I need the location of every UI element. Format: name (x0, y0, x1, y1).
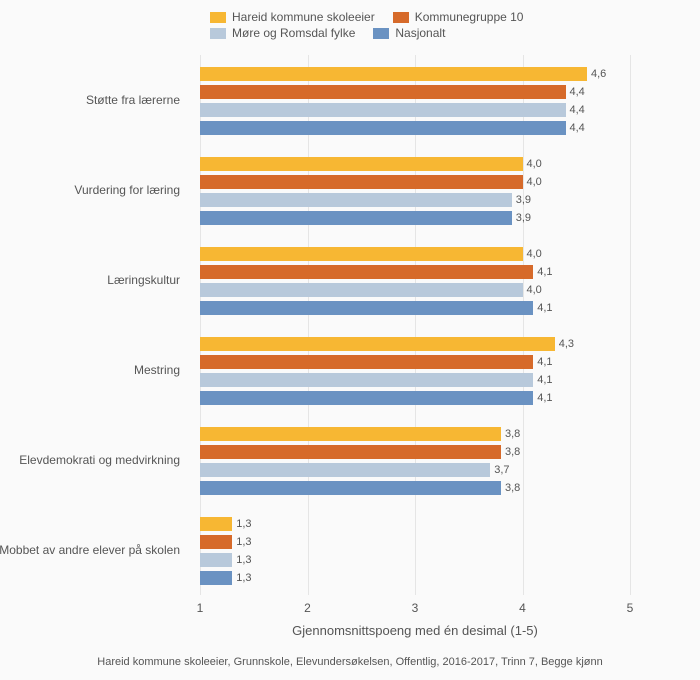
bar-value-label: 4,4 (566, 86, 585, 98)
bar-value-label: 1,3 (232, 554, 251, 566)
category-label: Læringskultur (0, 273, 190, 287)
bar: 3,8 (200, 427, 501, 441)
bar-value-label: 4,3 (555, 338, 574, 350)
bar: 4,0 (200, 283, 523, 297)
bar: 3,7 (200, 463, 490, 477)
bar-value-label: 4,1 (533, 392, 552, 404)
bar-value-label: 4,1 (533, 356, 552, 368)
legend-label: Nasjonalt (395, 26, 445, 40)
grid-line (415, 55, 416, 595)
bar-value-label: 3,8 (501, 446, 520, 458)
legend-swatch (210, 28, 226, 39)
bar: 1,3 (200, 517, 232, 531)
bar: 4,3 (200, 337, 555, 351)
bar: 3,9 (200, 211, 512, 225)
bar: 3,8 (200, 445, 501, 459)
legend-swatch (373, 28, 389, 39)
bar-value-label: 4,4 (566, 122, 585, 134)
bar: 4,0 (200, 247, 523, 261)
bar-value-label: 4,0 (523, 248, 542, 260)
legend-item: Møre og Romsdal fylke (210, 26, 355, 40)
bar: 4,0 (200, 157, 523, 171)
grid-line (200, 55, 201, 595)
bar: 1,3 (200, 553, 232, 567)
grid-line (523, 55, 524, 595)
bar: 1,3 (200, 535, 232, 549)
bar-value-label: 4,0 (523, 176, 542, 188)
legend-item: Nasjonalt (373, 26, 445, 40)
bar-value-label: 1,3 (232, 572, 251, 584)
bar-value-label: 3,8 (501, 428, 520, 440)
legend-label: Hareid kommune skoleeier (232, 10, 375, 24)
grid-line (630, 55, 631, 595)
bar-value-label: 4,1 (533, 374, 552, 386)
bar-value-label: 4,0 (523, 284, 542, 296)
legend-swatch (393, 12, 409, 23)
x-tick: 2 (304, 595, 311, 615)
bar-value-label: 3,7 (490, 464, 509, 476)
legend: Hareid kommune skoleeier Kommunegruppe 1… (210, 10, 541, 42)
legend-item: Hareid kommune skoleeier (210, 10, 375, 24)
bar: 1,3 (200, 571, 232, 585)
x-tick: 1 (197, 595, 204, 615)
bar: 4,1 (200, 355, 533, 369)
bar-value-label: 3,8 (501, 482, 520, 494)
bar: 4,4 (200, 85, 566, 99)
bar: 4,1 (200, 391, 533, 405)
bar-value-label: 4,6 (587, 68, 606, 80)
bar: 4,4 (200, 121, 566, 135)
legend-label: Kommunegruppe 10 (415, 10, 524, 24)
category-label: Mestring (0, 363, 190, 377)
bar-value-label: 4,4 (566, 104, 585, 116)
legend-label: Møre og Romsdal fylke (232, 26, 355, 40)
category-label: Vurdering for læring (0, 183, 190, 197)
bar: 4,1 (200, 265, 533, 279)
bar-value-label: 4,1 (533, 302, 552, 314)
x-tick: 5 (627, 595, 634, 615)
chart-container: Hareid kommune skoleeier Kommunegruppe 1… (0, 0, 700, 680)
bar-value-label: 4,1 (533, 266, 552, 278)
bar: 3,9 (200, 193, 512, 207)
category-label: Mobbet av andre elever på skolen (0, 543, 190, 557)
bar: 4,0 (200, 175, 523, 189)
plot-area: Gjennomsnittspoeng med én desimal (1-5) … (200, 55, 630, 595)
category-label: Støtte fra lærerne (0, 93, 190, 107)
bar-value-label: 1,3 (232, 536, 251, 548)
bar: 4,1 (200, 301, 533, 315)
bar: 4,6 (200, 67, 587, 81)
category-label: Elevdemokrati og medvirkning (0, 453, 190, 467)
bar: 4,4 (200, 103, 566, 117)
bar-value-label: 3,9 (512, 212, 531, 224)
chart-footnote: Hareid kommune skoleeier, Grunnskole, El… (0, 656, 700, 668)
bar-value-label: 4,0 (523, 158, 542, 170)
bar-value-label: 1,3 (232, 518, 251, 530)
legend-item: Kommunegruppe 10 (393, 10, 524, 24)
x-tick: 3 (412, 595, 419, 615)
grid-line (308, 55, 309, 595)
x-tick: 4 (519, 595, 526, 615)
bar: 4,1 (200, 373, 533, 387)
legend-swatch (210, 12, 226, 23)
bar-value-label: 3,9 (512, 194, 531, 206)
bar: 3,8 (200, 481, 501, 495)
